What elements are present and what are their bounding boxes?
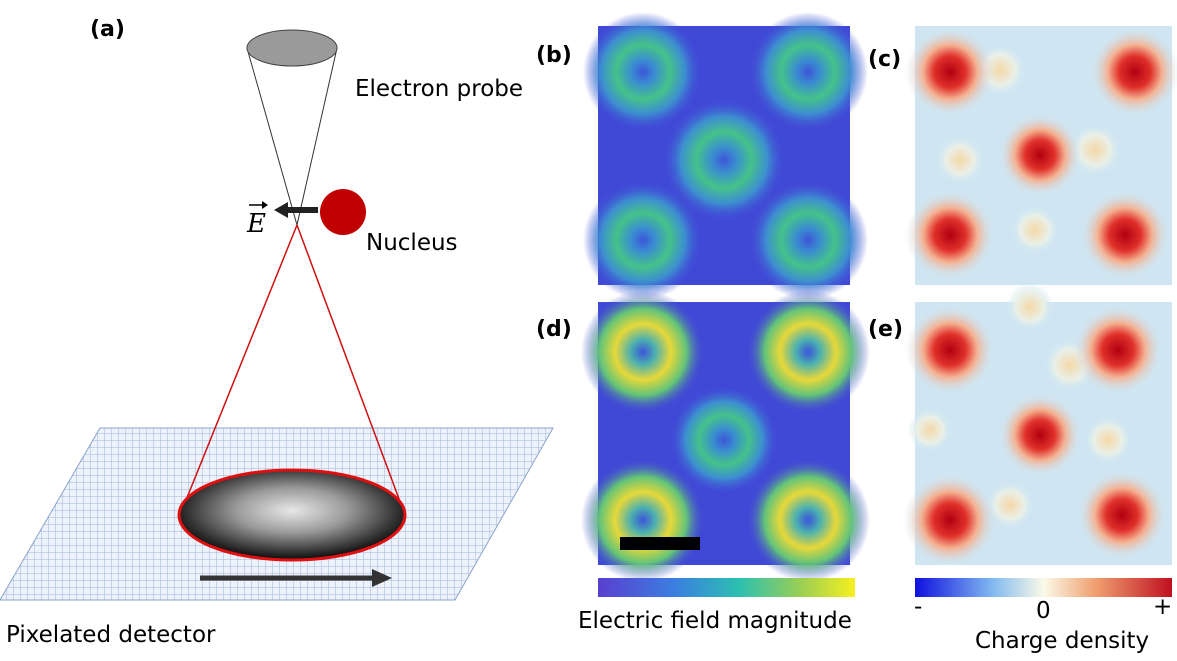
field-arrow-head [274,202,288,218]
nucleus-label: Nucleus [366,230,458,256]
colorbar [915,578,1172,597]
panel-label: (c) [868,47,901,72]
figure: (a) E Electron probe Nucleus Pixelated d… [0,0,1177,657]
page: {"panels": {"a": "(a)", "b": "(b)", "c":… [0,0,1177,661]
colorbar-max: + [1153,594,1172,620]
colorbar [598,578,855,597]
panel-label: (d) [536,317,572,342]
field-map [583,12,868,300]
colorbar-mid: 0 [1036,598,1051,624]
panel-label: (a) [90,17,125,42]
probe [247,30,337,66]
diffraction-spot [179,470,405,560]
detector-label: Pixelated detector [6,622,216,648]
charge-map [903,283,1172,567]
field-map [581,290,870,582]
nucleus [320,189,366,235]
colorbar-min: - [914,594,922,620]
cone-line [247,48,297,225]
panel-label: (e) [868,317,903,342]
field-symbol: E [246,209,266,239]
vector-arrow-head [262,201,268,209]
scale-bar [620,537,700,550]
charge-map [905,26,1177,285]
colorbar-title: Charge density [975,628,1149,654]
colorbar-title: Electric field magnitude [578,608,852,634]
panel-label: (b) [536,43,572,68]
probe-label: Electron probe [355,76,523,102]
